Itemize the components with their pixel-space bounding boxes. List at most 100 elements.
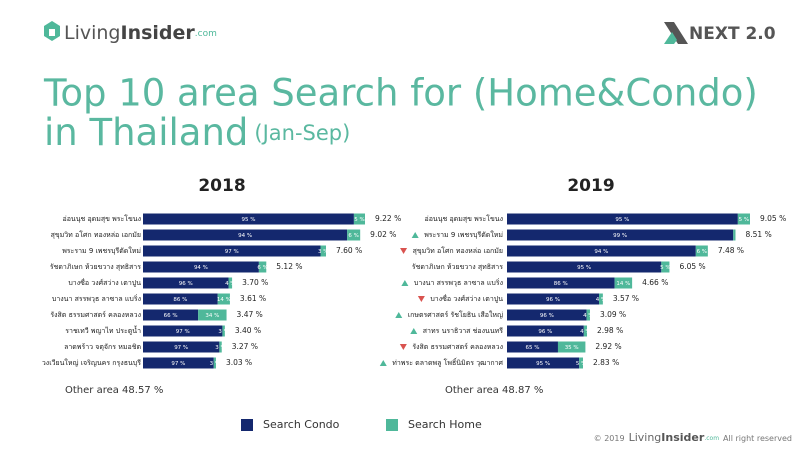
bar-segment — [507, 245, 696, 257]
segment-label: 5 % — [739, 217, 749, 223]
bar-segment — [143, 261, 259, 273]
trend-up — [395, 312, 403, 318]
bar-segment — [583, 325, 588, 337]
row-label: รัชดาภิเษก ห้วยขวาง สุทธิสาร — [50, 263, 141, 271]
footer-brand-suffix: .com — [704, 435, 719, 442]
logo-icon-detail — [49, 29, 55, 36]
row-label: วงเวียนใหญ่ เจริญนคร กรุงธนบุรี — [42, 358, 141, 367]
row-label: รัชดาภิเษก ห้วยขวาง สุทธิสาร — [412, 263, 503, 271]
bar-segment — [320, 245, 326, 257]
segment-label: 99 % — [613, 233, 627, 239]
total-label: 6.05 % — [679, 262, 705, 271]
footer: © 2019 LivingInsider.com All right reserve… — [594, 431, 792, 444]
annotation: Other area 48.57 % — [65, 385, 163, 396]
total-label: 3.47 % — [237, 310, 263, 319]
segment-label: 95 % — [615, 217, 629, 223]
row-label: พระราม 9 เพชรบุรีตัดใหม่ — [62, 246, 141, 255]
bar-segment — [737, 213, 750, 225]
row-label: สุขุมวิท อโศก ทองหล่อ เอกมัย — [413, 246, 503, 255]
logo-word-bold: Insider — [121, 22, 196, 44]
bar-segment — [222, 325, 225, 337]
bar-segment — [258, 261, 267, 273]
bar-segment — [579, 357, 583, 369]
segment-label: 66 % — [164, 313, 178, 319]
segment-label: 34 % — [205, 313, 219, 319]
row-label: พระราม 9 เพชรบุรีตัดใหม่ — [424, 230, 503, 239]
partner-icon — [664, 22, 688, 44]
segment-label: 6 % — [697, 249, 707, 255]
segment-label: 97 % — [174, 345, 188, 351]
segment-label: 5 % — [576, 361, 586, 367]
segment-label: 6 % — [348, 233, 358, 239]
logo-word: Living — [64, 22, 121, 44]
total-label: 3.27 % — [232, 342, 258, 351]
row-label: รังสิต ธรรมศาสตร์ คลองหลวง — [50, 311, 141, 319]
annotation: Other area 48.87 % — [445, 385, 543, 396]
row-label: อ่อนนุช อุดมสุข พระโขนง — [63, 214, 141, 223]
total-label: 4.66 % — [642, 278, 668, 287]
bar-segment — [733, 229, 736, 241]
trend-up — [379, 360, 387, 366]
total-label: 9.05 % — [760, 214, 786, 223]
legend-swatch — [386, 419, 398, 431]
row-label: เกษตรศาสตร์ รัชโยธิน เสือใหญ่ — [408, 310, 503, 319]
legend-swatch — [241, 419, 253, 431]
total-label: 3.09 % — [600, 310, 626, 319]
row-label: บางซื่อ วงศ์สว่าง เตาปูน — [68, 278, 141, 287]
bar-segment — [198, 309, 227, 321]
bar-segment — [143, 229, 348, 241]
total-label: 2.83 % — [593, 358, 619, 367]
segment-label: 3 % — [318, 249, 328, 255]
bar-segment — [143, 277, 229, 289]
segment-label: 96 % — [179, 281, 193, 287]
row-label: สุขุมวิท อโศก ทองหล่อ เอกมัย — [51, 230, 141, 239]
segment-label: 65 % — [525, 345, 539, 351]
row-label: สาทร นราธิวาส ช่องนนทรี — [423, 327, 503, 335]
logo: LivingInsider.com — [44, 21, 217, 44]
row-label: บางนา สรรพวุธ ลาซาล แบริ่ง — [52, 294, 141, 303]
title-line-text: in Thailand — [44, 111, 248, 154]
segment-label: 86 % — [173, 297, 187, 303]
logo-suffix: .com — [195, 29, 217, 39]
segment-label: 4 % — [225, 281, 235, 287]
total-label: 2.92 % — [595, 342, 621, 351]
row-label: รังสิต ธรรมศาสตร์ คลองหลวง — [412, 343, 503, 351]
chart-title: 2018 — [198, 176, 245, 196]
bar-segment — [507, 229, 734, 241]
segment-label: 14 % — [616, 281, 630, 287]
segment-label: 97 % — [176, 329, 190, 335]
segment-label: 96 % — [538, 329, 552, 335]
bar-segment — [347, 229, 361, 241]
total-label: 3.61 % — [240, 294, 266, 303]
segment-label: 5 % — [354, 217, 364, 223]
segment-label: 95 % — [577, 265, 591, 271]
bar-segment — [217, 293, 230, 305]
bar-segment — [507, 309, 587, 321]
total-label: 3.57 % — [613, 294, 639, 303]
chart-title: 2019 — [567, 176, 614, 196]
segment-label: 97 % — [225, 249, 239, 255]
trend-down — [399, 344, 407, 350]
bar-segment — [143, 309, 199, 321]
bar-segment — [143, 341, 220, 353]
segment-label: 94 % — [194, 265, 208, 271]
title-line: Top 10 area Search for (Home&Condo) — [43, 72, 758, 115]
segment-label: 6 % — [257, 265, 267, 271]
bar-segment — [143, 293, 218, 305]
bar-segment — [661, 261, 670, 273]
segment-label: 5 % — [660, 265, 670, 271]
segment-label: 4 % — [596, 297, 606, 303]
bar-segment — [695, 245, 708, 257]
title-line: in Thailand (Jan-Sep) — [44, 111, 350, 154]
bar-segment — [143, 325, 223, 337]
total-label: 3.40 % — [235, 326, 261, 335]
legend-label: Search Home — [408, 418, 482, 431]
total-label: 8.51 % — [746, 230, 772, 239]
bar-segment — [507, 325, 584, 337]
bar-segment — [557, 341, 586, 353]
bar-segment — [213, 357, 216, 369]
bar-segment — [507, 277, 615, 289]
row-label: ท่าพระ ตลาดพลู โพธิ์นิมิตร วุฒากาศ — [392, 357, 503, 367]
segment-label: 95 % — [241, 217, 255, 223]
